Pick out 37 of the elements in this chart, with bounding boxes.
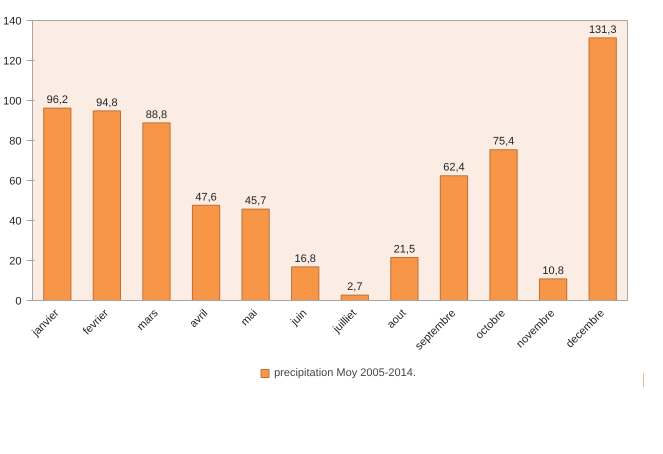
data-label: 45,7 — [244, 195, 266, 208]
y-tick-label: 20 — [9, 256, 22, 268]
bar — [291, 266, 320, 300]
bar — [340, 294, 369, 300]
bar — [241, 208, 270, 300]
y-tick-label: 100 — [3, 96, 22, 108]
x-tick-label: avril — [188, 307, 210, 330]
data-label: 75,4 — [492, 136, 514, 148]
x-tick-label: mai — [238, 307, 260, 328]
bar — [92, 110, 122, 300]
bar — [43, 108, 72, 300]
data-label: 2,7 — [347, 281, 362, 294]
data-label: 131,3 — [588, 24, 616, 36]
data-label: 94,8 — [96, 96, 118, 109]
y-tick-label: 60 — [9, 176, 22, 188]
data-label: 21,5 — [394, 244, 416, 256]
data-label: 16,8 — [294, 252, 316, 265]
y-tick-label: 140 — [3, 16, 22, 28]
y-tick-label: 80 — [9, 136, 22, 148]
bar — [538, 278, 568, 300]
x-tick-label: aout — [384, 307, 409, 331]
data-label: 62,4 — [443, 162, 465, 174]
bar — [440, 175, 468, 300]
y-tick-label: 0 — [15, 296, 22, 308]
y-tick-label: 40 — [9, 216, 22, 228]
data-label: 96,2 — [46, 94, 68, 106]
bar — [588, 37, 617, 300]
bar — [390, 257, 419, 300]
x-tick-label: juin — [288, 307, 310, 329]
y-tick-label: 120 — [3, 56, 22, 68]
bar — [192, 204, 220, 300]
data-label: 47,6 — [195, 191, 217, 204]
bar — [142, 122, 171, 300]
bar — [489, 149, 518, 300]
data-label: 88,8 — [146, 108, 168, 121]
legend-label: precipitation Moy 2005-2014. — [274, 367, 416, 379]
data-label: 10,8 — [542, 264, 564, 277]
